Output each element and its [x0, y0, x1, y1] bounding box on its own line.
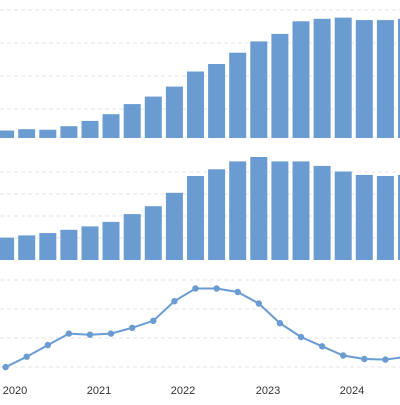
- bar: [123, 104, 141, 138]
- bar: [18, 235, 36, 260]
- bar: [187, 71, 204, 138]
- bar: [81, 120, 99, 138]
- bar: [313, 165, 331, 260]
- bar: [81, 226, 99, 260]
- bar: [271, 33, 289, 138]
- line-point: [297, 333, 305, 341]
- bar: [165, 192, 183, 260]
- bar: [398, 18, 400, 138]
- bar: [102, 221, 120, 260]
- bar: [229, 161, 247, 260]
- bar: [334, 171, 352, 260]
- bar: [250, 157, 268, 260]
- line-point: [2, 363, 9, 371]
- bar: [165, 86, 183, 138]
- line-point: [213, 285, 220, 292]
- line-point: [361, 355, 368, 363]
- line-point: [192, 285, 199, 292]
- bar: [376, 20, 394, 139]
- bar: [208, 169, 226, 260]
- panel-middle-bar-chart: [0, 157, 400, 260]
- line-point: [150, 317, 157, 324]
- line-point: [276, 320, 284, 327]
- bar: [250, 41, 268, 138]
- x-axis: 2020 2021 2022 2023 2024: [3, 385, 364, 397]
- bar: [123, 214, 141, 260]
- bar: [60, 126, 78, 138]
- bar: [18, 129, 36, 138]
- bar: [60, 229, 78, 260]
- panel-top-bar-chart: [0, 9, 400, 139]
- bar: [102, 114, 120, 138]
- bar: [229, 52, 247, 139]
- bar: [292, 161, 310, 260]
- bar: [208, 64, 226, 138]
- line-point: [340, 352, 347, 359]
- line-point: [23, 353, 30, 360]
- bar: [271, 161, 289, 260]
- x-tick-label: 2020: [3, 385, 27, 397]
- bar: [334, 17, 352, 139]
- bar: [398, 174, 400, 260]
- x-tick-label: 2024: [340, 385, 364, 397]
- line-point: [255, 300, 262, 307]
- bar: [292, 21, 310, 138]
- panel-bottom-line-chart: [0, 279, 400, 371]
- x-tick-label: 2023: [256, 385, 280, 397]
- bar: [376, 176, 394, 260]
- bar: [39, 129, 57, 138]
- bar: [355, 174, 373, 260]
- x-tick-label: 2021: [87, 385, 111, 397]
- bar: [187, 176, 204, 260]
- bar: [39, 233, 57, 260]
- line-point: [44, 341, 51, 349]
- x-tick-label: 2022: [171, 385, 195, 397]
- line-point: [171, 298, 178, 305]
- line-point: [107, 330, 115, 337]
- bar: [313, 18, 331, 138]
- bar: [0, 237, 15, 260]
- line-point: [318, 343, 326, 350]
- bar: [355, 20, 373, 139]
- line-point: [65, 330, 73, 337]
- bar: [0, 130, 15, 138]
- line-point: [129, 324, 136, 331]
- line-point: [86, 331, 94, 338]
- line-point: [234, 288, 241, 296]
- bar: [144, 96, 162, 138]
- line-point: [382, 356, 389, 363]
- bar: [144, 206, 162, 260]
